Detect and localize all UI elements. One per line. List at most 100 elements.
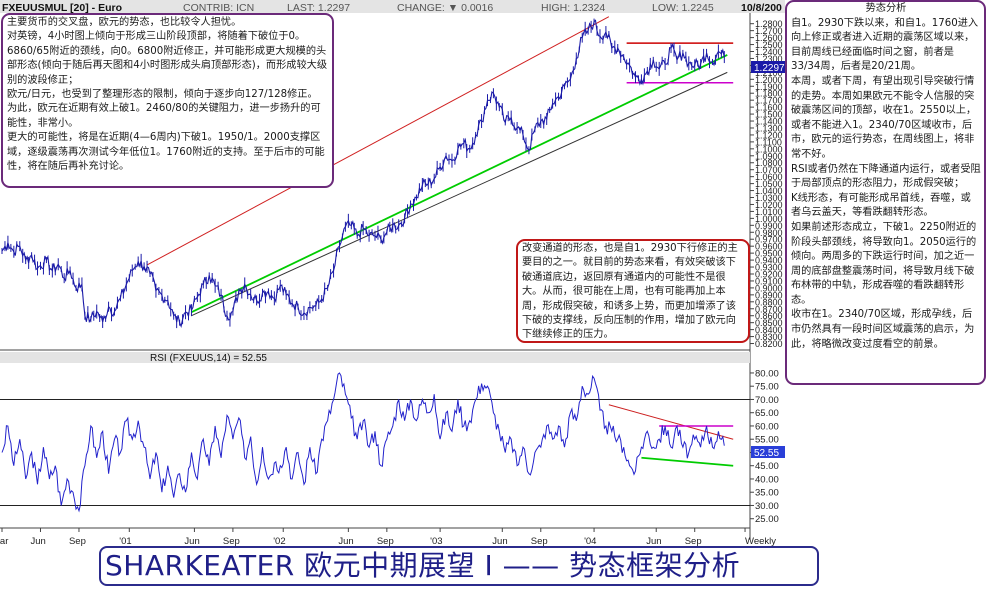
note-top-left-2: 对英镑，4小时图上倾向于形成三山阶段顶部，将随着下破位于0。6860/65附近的… [7, 31, 328, 86]
rsi-axis: 25.0030.0035.0040.0045.0050.0055.0060.00… [0, 368, 779, 525]
price-tick-label: 0.8900 [755, 290, 783, 300]
rsi-value-tag-bg [751, 446, 785, 458]
price-tick-label: 1.1000 [755, 144, 783, 154]
rsi-tick-label: 60.00 [755, 421, 779, 432]
price-value-tag-bg [751, 61, 785, 73]
rsi-tick-label: 75.00 [755, 382, 779, 393]
note-right-1: 自1。2930下跌以来，和自1。1760进入向上修正或者进入近期的震荡区域以来，… [791, 17, 979, 73]
price-tick-label: 0.8500 [755, 318, 783, 328]
rsi-trendline [608, 404, 734, 440]
x-tick-label: Weekly [745, 536, 776, 547]
price-tick-label: 0.9600 [755, 242, 783, 252]
symbol-label: FXEUUSMUL [20] - Euro [2, 2, 122, 14]
x-tick-label: '03 [430, 536, 442, 547]
rsi-annotations [608, 404, 734, 467]
price-tick-label: 1.2700 [755, 26, 783, 36]
price-tick-label: 0.9800 [755, 228, 783, 238]
price-tick-label: 1.1200 [755, 130, 783, 140]
price-tick-label: 1.1300 [755, 123, 783, 133]
price-tick-label: 0.8400 [755, 325, 783, 335]
x-tick-label: Jun [492, 536, 507, 547]
rsi-tick-label: 55.00 [755, 435, 779, 446]
price-tick-label: 0.9400 [755, 256, 783, 266]
price-tick-label: 1.2800 [755, 19, 783, 29]
x-tick-label: Jun [184, 536, 199, 547]
low-label: LOW: 1.2245 [652, 2, 714, 14]
change-label: CHANGE: ▼ 0.0016 [397, 2, 493, 14]
price-tick-label: 0.9000 [755, 283, 783, 293]
price-tick-label: 0.8200 [755, 339, 783, 349]
x-tick-label: '02 [273, 536, 285, 547]
price-tick-label: 0.9200 [755, 269, 783, 279]
rsi-series [1, 372, 725, 513]
note-box-middle: 改变通道的形态，也是自1。2930下行修正的主要目的之一。就目前的势态来看，有效… [516, 239, 750, 343]
rsi-tick-label: 45.00 [755, 461, 779, 472]
price-tick-label: 1.0500 [755, 179, 783, 189]
note-top-left-4: 为此，欧元在近期有效上破1。2460/80的关键阻力，进一步扬升的可能性，非常小… [7, 103, 321, 129]
rsi-tick-label: 25.00 [755, 514, 779, 525]
note-right-8: 收市在1。2340/70区域，形成孕线，后市仍然具有一段时间区域震荡的启示，为此… [791, 309, 975, 350]
price-trendline [191, 71, 728, 317]
price-tick-label: 1.2300 [755, 54, 783, 64]
header-bar [0, 0, 785, 13]
price-tick-label: 1.1500 [755, 110, 783, 120]
note-top-left-3: 欧元/日元，也受到了整理形态的限制，倾向于逐步向127/128修正。 [7, 89, 318, 101]
x-tick-label: Sep [377, 536, 394, 547]
note-right-3: RSI或者仍然在下降通道内运行，或者受阻于局部顶点的形态阻力，形成假突破； [791, 163, 981, 190]
price-tick-label: 1.1700 [755, 96, 783, 106]
price-tick-label: 1.2000 [755, 75, 783, 85]
price-tick-label: 1.1800 [755, 89, 783, 99]
note-right-4: K线形态，有可能形成吊首线，吞噬，或者乌云盖天，等看跌翻转形态。 [791, 192, 971, 219]
price-tick-label: 1.0000 [755, 214, 783, 224]
price-tick-label: 1.1900 [755, 82, 783, 92]
price-tick-label: 0.9100 [755, 276, 783, 286]
x-tick-label: '04 [584, 536, 596, 547]
rsi-label: RSI (FXEUUS,14) = 52.55 [150, 353, 267, 364]
price-tick-label: 1.0700 [755, 165, 783, 175]
price-tick-label: 0.9500 [755, 249, 783, 259]
price-tick-label: 1.2500 [755, 40, 783, 50]
note-middle-text: 改变通道的形态，也是自1。2930下行修正的主要目的之一。就目前的势态来看，有效… [522, 243, 738, 341]
price-tick-label: 1.0100 [755, 207, 783, 217]
price-tick-label: 0.9900 [755, 221, 783, 231]
x-axis: Mar Jun Sep '01 Jun Sep '02 Jun Sep '03 Jun Sep '04 J… [0, 528, 776, 547]
rsi-tick-label: 30.00 [755, 501, 779, 512]
price-trendline [146, 16, 610, 266]
x-tick-label: '01 [119, 536, 131, 547]
price-tick-label: 1.1100 [755, 137, 782, 147]
price-tick-label: 1.0600 [755, 172, 783, 182]
price-series [1, 18, 725, 329]
x-tick-label: Jun [30, 536, 45, 547]
price-annotations [146, 16, 734, 317]
price-tick-label: 1.1400 [755, 117, 783, 127]
date-label: 10/8/200 [741, 2, 782, 14]
x-tick-label: Sep [531, 536, 548, 547]
note-box-top-left: 主要货币的交叉盘，欧元的势态，也比较令人担忧。 对英镑，4小时图上倾向于形成三山… [1, 13, 334, 188]
price-tick-label: 0.9300 [755, 263, 783, 273]
price-tick-label: 1.0800 [755, 158, 783, 168]
x-tick-label: Sep [223, 536, 240, 547]
price-tick-label: 0.8300 [755, 332, 783, 342]
x-tick-label: Jun [646, 536, 661, 547]
price-tick-label: 0.9700 [755, 235, 783, 245]
price-tick-label: 1.2400 [755, 47, 783, 57]
price-tick-label: 0.8800 [755, 297, 783, 307]
x-tick-label: Mar [0, 536, 8, 547]
note-right-2: 本周，或者下周，有望出现引导突破行情的走势。本周如果欧元不能令人信服的突破震荡区… [791, 75, 977, 160]
rsi-tick-label: 70.00 [755, 395, 779, 406]
rsi-line [1, 372, 725, 513]
note-top-left-1: 主要货币的交叉盘，欧元的势态，也比较令人担忧。 [7, 17, 242, 28]
x-tick-label: Sep [685, 536, 702, 547]
note-top-left-5: 更大的可能性，将是在近期(4—6周内)下破1。1950/1。2000支撑区域，逐… [7, 132, 325, 173]
price-tick-label: 1.2600 [755, 33, 783, 43]
note-right-title: 势态分析 [865, 3, 907, 14]
price-tick-label: 1.0400 [755, 186, 783, 196]
rsi-tick-label: 35.00 [755, 488, 779, 499]
title-banner: SHARKEATER 欧元中期展望 I —— 势态框架分析 [99, 546, 819, 586]
contrib-label: CONTRIB: ICN [183, 2, 254, 14]
price-tick-label: 1.1600 [755, 103, 783, 113]
price-tick-label: 1.0300 [755, 193, 783, 203]
price-tick-label: 0.8600 [755, 311, 783, 321]
price-tick-label: 1.0200 [755, 200, 783, 210]
